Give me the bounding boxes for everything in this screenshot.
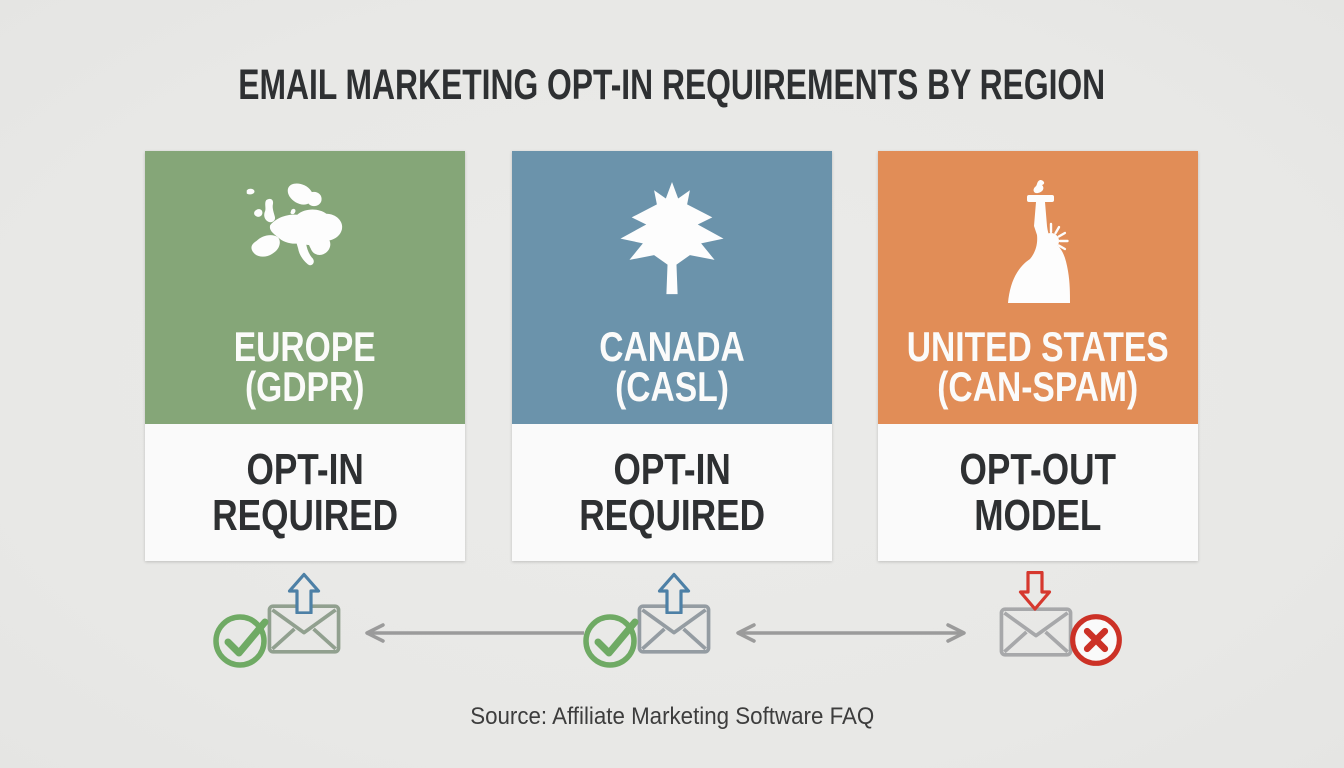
source-caption: Source: Affiliate Marketing Software FAQ — [0, 701, 1344, 733]
policy-line-2: REQUIRED — [212, 490, 398, 540]
check-circle-icon — [212, 609, 276, 669]
statue-of-liberty-icon — [1004, 179, 1072, 303]
region-label-canada: CANADA (CASL) — [599, 323, 745, 410]
policy-label-canada: OPT-IN REQUIRED — [579, 444, 765, 540]
policy-line-2: REQUIRED — [579, 490, 765, 540]
policy-label-europe: OPT-IN REQUIRED — [212, 444, 398, 540]
card-europe-header: EUROPE (GDPR) — [145, 151, 465, 424]
source-text: Source: Affiliate Marketing Software FAQ — [469, 703, 875, 730]
card-united-states: UNITED STATES (CAN-SPAM) OPT-OUT MODEL — [878, 151, 1198, 561]
region-name: EUROPE — [234, 323, 376, 370]
up-arrow-icon — [287, 572, 321, 614]
policy-line-1: OPT-IN — [613, 444, 731, 494]
region-name: UNITED STATES — [907, 323, 1169, 370]
region-name: CANADA — [599, 323, 745, 370]
double-arrow-connector — [728, 622, 974, 644]
card-canada-header: CANADA (CASL) — [512, 151, 832, 424]
policy-line-2: MODEL — [974, 490, 1102, 540]
left-arrow-connector — [358, 622, 590, 644]
page-title: EMAIL MARKETING OPT-IN REQUIREMENTS BY R… — [0, 60, 1344, 110]
card-europe-policy: OPT-IN REQUIRED — [145, 424, 465, 561]
reject-circle-icon — [1068, 612, 1124, 668]
envelope-icon — [999, 607, 1073, 657]
region-law: (CASL) — [615, 363, 729, 410]
card-us-policy: OPT-OUT MODEL — [878, 424, 1198, 561]
region-law: (GDPR) — [245, 363, 365, 410]
card-us-header: UNITED STATES (CAN-SPAM) — [878, 151, 1198, 424]
up-arrow-icon — [657, 572, 691, 614]
policy-label-united-states: OPT-OUT MODEL — [959, 444, 1117, 540]
card-europe: EUROPE (GDPR) OPT-IN REQUIRED — [145, 151, 465, 561]
card-canada-policy: OPT-IN REQUIRED — [512, 424, 832, 561]
policy-line-1: OPT-OUT — [959, 444, 1117, 494]
down-arrow-icon — [1018, 571, 1052, 612]
card-canada: CANADA (CASL) OPT-IN REQUIRED — [512, 151, 832, 561]
page-title-text: EMAIL MARKETING OPT-IN REQUIREMENTS BY R… — [238, 61, 1106, 109]
region-label-united-states: UNITED STATES (CAN-SPAM) — [907, 323, 1169, 410]
region-label-europe: EUROPE (GDPR) — [234, 323, 376, 410]
policy-line-1: OPT-IN — [246, 444, 364, 494]
check-circle-icon — [582, 609, 646, 669]
maple-leaf-icon — [616, 179, 728, 303]
europe-map-icon — [237, 179, 373, 303]
region-law: (CAN-SPAM) — [937, 363, 1139, 410]
